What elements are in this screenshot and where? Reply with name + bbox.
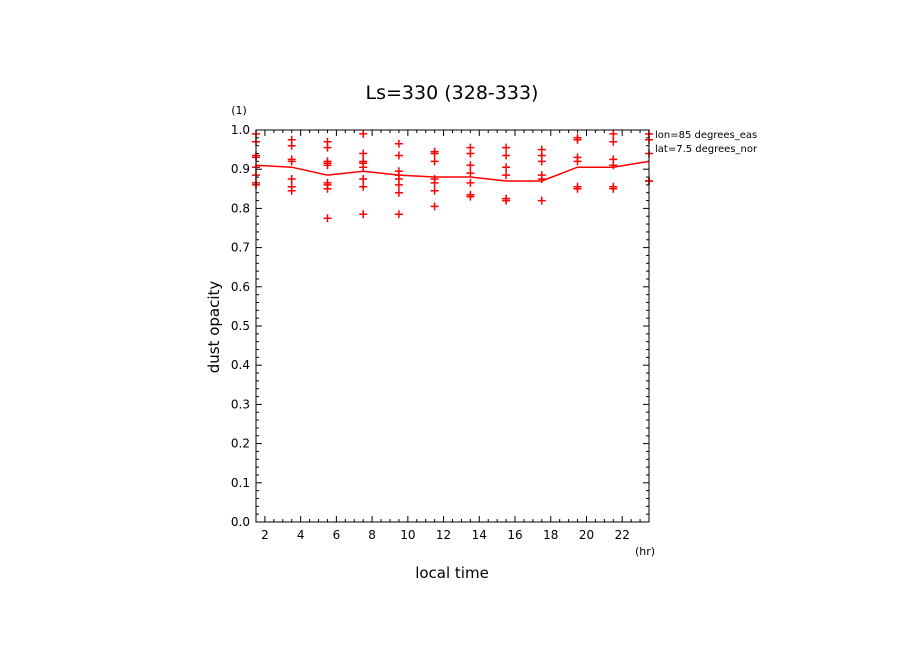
x-tick-label: 10: [400, 528, 415, 542]
data-point-marker: [502, 171, 511, 180]
y-axis-label: dust opacity: [205, 281, 223, 374]
data-point-marker: [466, 192, 475, 201]
y-tick-label: 0.3: [231, 397, 250, 411]
data-point-marker: [287, 175, 296, 183]
data-point-marker: [430, 157, 439, 166]
data-point-marker: [359, 149, 368, 158]
mean-opacity-line: [255, 160, 650, 182]
data-point-marker: [430, 178, 439, 187]
chart-title: Ls=330 (328-333): [366, 82, 539, 104]
data-point-marker: [573, 157, 582, 166]
data-point-marker: [287, 157, 296, 166]
data-point-marker: [573, 135, 582, 144]
data-point-marker: [359, 175, 368, 183]
x-tick-label: 16: [507, 528, 522, 542]
data-point-marker: [394, 188, 403, 197]
data-point-marker: [323, 143, 332, 152]
y-tick-label: 0.9: [231, 162, 250, 176]
data-point-marker: [609, 161, 618, 170]
y-tick-label: 0.4: [231, 358, 250, 372]
y-tick-label: 0.6: [231, 280, 250, 294]
data-point-marker: [287, 186, 296, 195]
data-point-marker: [394, 180, 403, 189]
annotation-lat: lat=7.5 degrees_nor: [655, 144, 758, 155]
data-point-marker: [537, 175, 546, 183]
data-point-marker: [394, 210, 403, 219]
data-point-marker: [609, 137, 618, 146]
data-point-marker: [359, 163, 368, 172]
axes: 0.0 0.1 0.2 0.3 0.4 0.5 0.6 0.7 0.8 0.9 1.0 2 4 6 8 10 1…: [231, 123, 650, 542]
x-tick-label: 6: [333, 528, 341, 542]
data-point-marker: [502, 196, 511, 205]
x-tick-label: 20: [579, 528, 594, 542]
x-unit-label: (hr): [635, 545, 655, 558]
data-point-marker: [466, 161, 475, 170]
y-tick-label: 0.1: [231, 476, 250, 490]
data-point-marker: [609, 184, 618, 193]
y-tick-label: 0.0: [231, 515, 250, 529]
data-point-marker: [323, 184, 332, 193]
x-tick-label: 8: [368, 528, 376, 542]
data-point-marker: [466, 178, 475, 187]
y-tick-label: 0.2: [231, 437, 250, 451]
x-tick-label: 12: [436, 528, 451, 542]
x-tick-label: 22: [615, 528, 630, 542]
data-point-marker: [359, 182, 368, 191]
data-point-marker: [502, 151, 511, 160]
data-point-marker: [430, 202, 439, 211]
x-tick-label: 14: [472, 528, 487, 542]
data-point-marker: [466, 169, 475, 178]
data-point-marker: [287, 141, 296, 150]
y-tick-label: 1.0: [231, 123, 250, 137]
data-point-marker: [609, 129, 618, 138]
data-point-marker: [573, 184, 582, 193]
data-point-marker: [323, 161, 332, 170]
data-point-marker: [466, 149, 475, 158]
y-tick-label: 0.5: [231, 319, 250, 333]
x-axis-label: local time: [415, 564, 489, 582]
data-point-marker: [359, 129, 368, 138]
y-unit-label: (1): [231, 104, 247, 117]
data-point-marker: [394, 151, 403, 160]
annotation-lon: lon=85 degrees_eas: [655, 130, 757, 141]
y-tick-label: 0.7: [231, 241, 250, 255]
plot-frame: [255, 129, 650, 523]
data-point-marker: [537, 196, 546, 205]
data-point-marker: [537, 157, 546, 166]
data-point-marker: [502, 163, 511, 172]
data-point-marker: [394, 139, 403, 148]
y-tick-label: 0.8: [231, 201, 250, 215]
data-point-marker: [430, 186, 439, 195]
x-tick-label: 2: [261, 528, 269, 542]
x-tick-label: 4: [297, 528, 305, 542]
data-point-marker: [502, 143, 511, 152]
data-point-marker: [323, 214, 332, 223]
x-tick-label: 18: [543, 528, 558, 542]
plot-area: [252, 129, 653, 223]
data-point-marker: [430, 149, 439, 158]
data-point-marker: [359, 210, 368, 219]
